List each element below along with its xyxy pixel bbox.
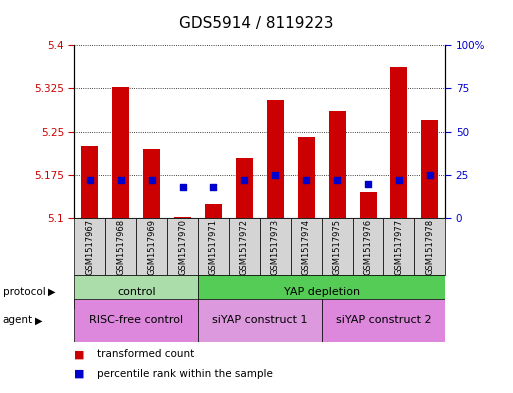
Point bbox=[302, 177, 310, 183]
Text: ■: ■ bbox=[74, 369, 85, 379]
FancyBboxPatch shape bbox=[167, 218, 198, 275]
Bar bbox=[329, 112, 346, 218]
Text: control: control bbox=[117, 287, 155, 297]
Bar bbox=[205, 204, 222, 218]
Text: GSM1517971: GSM1517971 bbox=[209, 219, 218, 275]
Bar bbox=[298, 138, 314, 218]
FancyBboxPatch shape bbox=[74, 299, 198, 342]
Point bbox=[364, 180, 372, 187]
Point bbox=[148, 177, 156, 183]
Text: GSM1517970: GSM1517970 bbox=[178, 219, 187, 275]
Text: GSM1517975: GSM1517975 bbox=[332, 219, 342, 275]
Text: GSM1517977: GSM1517977 bbox=[394, 219, 403, 275]
Text: percentile rank within the sample: percentile rank within the sample bbox=[97, 369, 273, 379]
Point bbox=[426, 172, 434, 178]
Text: ▶: ▶ bbox=[48, 287, 55, 297]
Text: GSM1517969: GSM1517969 bbox=[147, 219, 156, 275]
FancyBboxPatch shape bbox=[291, 218, 322, 275]
FancyBboxPatch shape bbox=[105, 218, 136, 275]
Point bbox=[271, 172, 280, 178]
Text: agent: agent bbox=[3, 315, 33, 325]
FancyBboxPatch shape bbox=[260, 218, 291, 275]
Text: siYAP construct 2: siYAP construct 2 bbox=[336, 315, 431, 325]
Text: GDS5914 / 8119223: GDS5914 / 8119223 bbox=[179, 16, 334, 31]
Point bbox=[395, 177, 403, 183]
Point bbox=[209, 184, 218, 190]
Bar bbox=[390, 67, 407, 218]
Text: protocol: protocol bbox=[3, 287, 45, 297]
Bar bbox=[236, 158, 253, 218]
Text: GSM1517976: GSM1517976 bbox=[364, 219, 372, 275]
Text: GSM1517968: GSM1517968 bbox=[116, 219, 125, 275]
Bar bbox=[82, 146, 98, 218]
Text: siYAP construct 1: siYAP construct 1 bbox=[212, 315, 308, 325]
FancyBboxPatch shape bbox=[198, 299, 322, 342]
Point bbox=[240, 177, 248, 183]
Point bbox=[86, 177, 94, 183]
Text: YAP depletion: YAP depletion bbox=[284, 287, 360, 297]
Text: GSM1517974: GSM1517974 bbox=[302, 219, 311, 275]
FancyBboxPatch shape bbox=[415, 218, 445, 275]
FancyBboxPatch shape bbox=[229, 218, 260, 275]
FancyBboxPatch shape bbox=[322, 218, 352, 275]
FancyBboxPatch shape bbox=[136, 218, 167, 275]
Point bbox=[116, 177, 125, 183]
FancyBboxPatch shape bbox=[383, 218, 415, 275]
Bar bbox=[421, 120, 438, 218]
FancyBboxPatch shape bbox=[74, 218, 105, 275]
Bar bbox=[267, 100, 284, 218]
FancyBboxPatch shape bbox=[322, 299, 445, 342]
Bar bbox=[112, 87, 129, 218]
FancyBboxPatch shape bbox=[198, 275, 445, 309]
Point bbox=[333, 177, 341, 183]
FancyBboxPatch shape bbox=[74, 275, 198, 309]
FancyBboxPatch shape bbox=[198, 218, 229, 275]
Text: ■: ■ bbox=[74, 349, 85, 360]
Text: GSM1517967: GSM1517967 bbox=[85, 219, 94, 275]
Bar bbox=[143, 149, 160, 218]
Text: GSM1517978: GSM1517978 bbox=[425, 219, 435, 275]
Text: GSM1517973: GSM1517973 bbox=[271, 219, 280, 275]
Text: RISC-free control: RISC-free control bbox=[89, 315, 183, 325]
Text: transformed count: transformed count bbox=[97, 349, 195, 360]
Point bbox=[179, 184, 187, 190]
FancyBboxPatch shape bbox=[352, 218, 383, 275]
Bar bbox=[174, 217, 191, 218]
Text: ▶: ▶ bbox=[35, 315, 43, 325]
Text: GSM1517972: GSM1517972 bbox=[240, 219, 249, 275]
Bar bbox=[360, 192, 377, 218]
